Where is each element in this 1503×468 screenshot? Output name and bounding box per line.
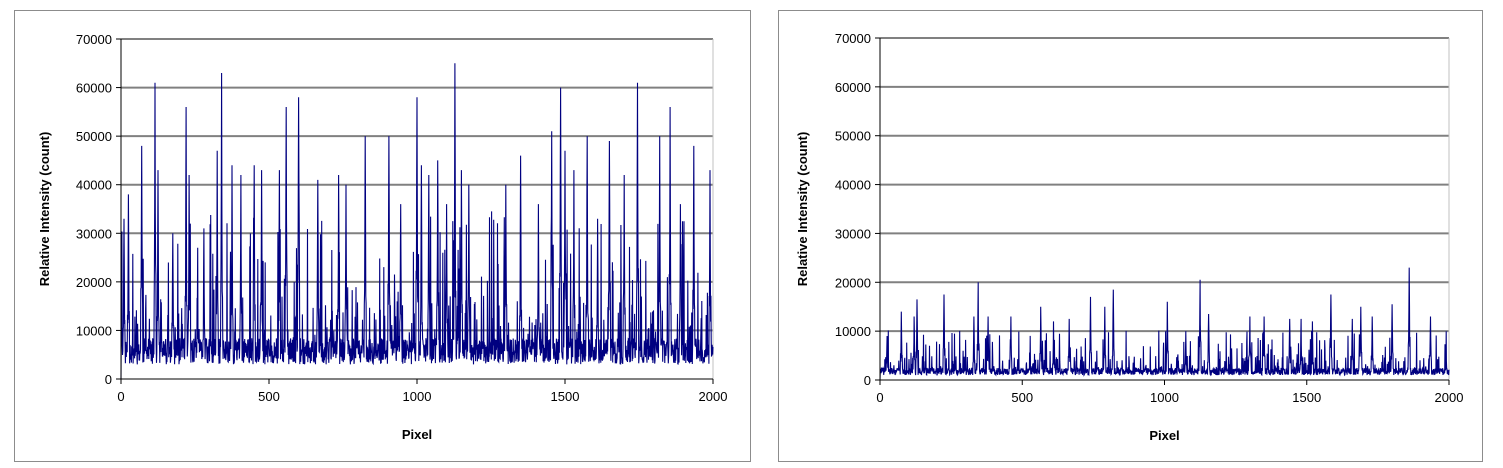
y-axis-title: Relative Intensity (count): [37, 132, 52, 287]
y-tick-label: 30000: [76, 226, 112, 241]
x-tick-label: 1500: [551, 389, 580, 404]
x-axis-title: Pixel: [1149, 428, 1179, 443]
y-tick-label: 60000: [76, 81, 112, 96]
x-tick-label: 1000: [1150, 390, 1179, 405]
intensity-series-line: [879, 267, 1450, 381]
y-tick-label: 50000: [76, 129, 112, 144]
x-tick-label: 1000: [403, 389, 432, 404]
y-tick-label: 20000: [76, 275, 112, 290]
y-tick-label: 10000: [76, 323, 112, 338]
x-tick-label: 500: [1011, 390, 1033, 405]
y-tick-label: 40000: [835, 178, 871, 193]
y-tick-label: 30000: [835, 226, 871, 241]
y-axis-title: Relative Intensity (count): [795, 132, 810, 287]
chart-panel-right: 0 10000 20000 30000 40000 50000 60000 70000 0 500…: [778, 10, 1483, 462]
y-tick-label: 20000: [835, 275, 871, 290]
x-tick-label: 500: [258, 389, 280, 404]
y-tick-label: 10000: [835, 324, 871, 339]
intensity-chart-right: 0 10000 20000 30000 40000 50000 60000 70000 0 500…: [795, 31, 1464, 443]
x-tick-label: 2000: [699, 389, 728, 404]
x-tick-label: 1500: [1292, 390, 1321, 405]
y-tick-label: 50000: [835, 129, 871, 144]
intensity-series-line: [120, 63, 714, 380]
x-axis-title: Pixel: [402, 427, 432, 442]
y-tick-label: 70000: [835, 31, 871, 46]
y-tick-label: 0: [864, 373, 871, 388]
y-tick-label: 40000: [76, 178, 112, 193]
x-tick-label: 0: [876, 390, 883, 405]
intensity-chart-left: 0 10000 20000 30000 40000 50000 60000 70000 0 500…: [37, 32, 728, 442]
y-tick-label: 60000: [835, 80, 871, 95]
chart-panel-left: 0 10000 20000 30000 40000 50000 60000 70000 0 500…: [14, 10, 751, 462]
x-tick-label: 2000: [1435, 390, 1464, 405]
y-tick-label: 0: [105, 372, 112, 387]
y-tick-label: 70000: [76, 32, 112, 47]
x-tick-label: 0: [117, 389, 124, 404]
